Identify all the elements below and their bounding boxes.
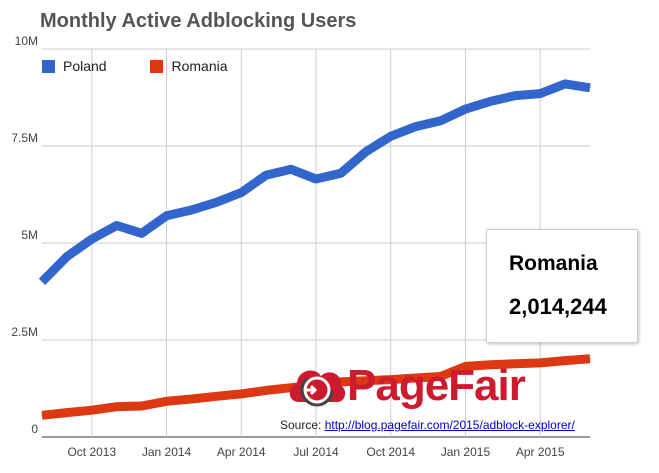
data-point-poland[interactable] [365, 151, 367, 153]
data-point-romania[interactable] [415, 377, 417, 379]
data-point-romania[interactable] [514, 363, 516, 365]
data-point-romania[interactable] [41, 414, 43, 416]
data-point-poland[interactable] [66, 256, 68, 258]
data-point-poland[interactable] [190, 209, 192, 211]
data-point-poland[interactable] [116, 225, 118, 227]
data-point-romania[interactable] [390, 379, 392, 381]
data-point-poland[interactable] [240, 192, 242, 194]
data-point-romania[interactable] [190, 398, 192, 400]
x-tick-label: Apr 2015 [516, 445, 565, 459]
data-point-poland[interactable] [166, 215, 168, 217]
data-point-romania[interactable] [489, 364, 491, 366]
data-point-romania[interactable] [66, 412, 68, 414]
pagefair-logo-text: PageFair [347, 361, 526, 410]
x-tick-label: Jan 2014 [142, 445, 192, 459]
x-tick-label: Oct 2013 [67, 445, 116, 459]
x-tick-label: Apr 2014 [217, 445, 266, 459]
tooltip-series-name: Romania [509, 252, 598, 275]
y-tick-label: 10M [15, 34, 38, 48]
legend-item-romania[interactable]: Romania [150, 58, 228, 74]
legend: Poland Romania [42, 58, 268, 76]
source-label: Source: [280, 418, 322, 432]
data-point-poland[interactable] [340, 172, 342, 174]
data-point-poland[interactable] [564, 83, 566, 85]
y-tick-label: 5M [21, 228, 38, 242]
data-point-romania[interactable] [91, 409, 93, 411]
data-point-poland[interactable] [489, 100, 491, 102]
source-link[interactable]: http://blog.pagefair.com/2015/adblock-ex… [324, 418, 575, 432]
legend-swatch-romania [150, 59, 164, 73]
pagefair-logo: PageFair [285, 358, 526, 414]
legend-label-poland: Poland [63, 58, 107, 74]
data-point-poland[interactable] [215, 201, 217, 203]
legend-label-romania: Romania [171, 58, 228, 74]
data-point-romania[interactable] [464, 365, 466, 367]
data-point-romania[interactable] [215, 395, 217, 397]
data-point-romania[interactable] [265, 389, 267, 391]
data-point-poland[interactable] [290, 168, 292, 170]
data-point-poland[interactable] [141, 232, 143, 234]
legend-item-poland[interactable]: Poland [42, 58, 107, 74]
data-point-poland[interactable] [41, 281, 43, 283]
data-point-romania[interactable] [141, 405, 143, 407]
data-point-romania[interactable] [240, 393, 242, 395]
y-tick-label: 0 [31, 422, 38, 436]
x-tick-label: Oct 2014 [366, 445, 415, 459]
data-point-romania[interactable] [539, 362, 541, 364]
data-point-poland[interactable] [91, 238, 93, 240]
data-tooltip: Romania 2,014,244 [486, 229, 638, 343]
chart-title: Monthly Active Adblocking Users [40, 10, 357, 32]
data-point-poland[interactable] [464, 108, 466, 110]
data-point-romania[interactable] [365, 380, 367, 382]
source-credit: Source: http://blog.pagefair.com/2015/ad… [280, 418, 575, 432]
data-point-romania[interactable] [589, 358, 591, 360]
tooltip-value: 2,014,244 [509, 294, 607, 319]
legend-swatch-poland [42, 59, 55, 73]
data-point-poland[interactable] [315, 178, 317, 180]
data-point-romania[interactable] [166, 400, 168, 402]
data-point-poland[interactable] [440, 120, 442, 122]
data-point-poland[interactable] [514, 95, 516, 97]
data-point-romania[interactable] [564, 360, 566, 362]
data-point-poland[interactable] [539, 93, 541, 95]
pagefair-cloud-icon [289, 370, 346, 407]
y-tick-label: 7.5M [11, 131, 38, 145]
data-point-poland[interactable] [265, 174, 267, 176]
data-point-poland[interactable] [390, 135, 392, 137]
data-point-poland[interactable] [589, 87, 591, 89]
x-tick-label: Jul 2014 [293, 445, 339, 459]
axes: 0 2.5M 5M 7.5M 10M Oct 2013 Jan 2014 Apr 2014 Ju… [11, 34, 565, 459]
x-tick-label: Jan 2015 [441, 445, 491, 459]
data-point-romania[interactable] [116, 406, 118, 408]
y-tick-label: 2.5M [11, 325, 38, 339]
data-point-romania[interactable] [440, 375, 442, 377]
data-point-poland[interactable] [415, 126, 417, 128]
